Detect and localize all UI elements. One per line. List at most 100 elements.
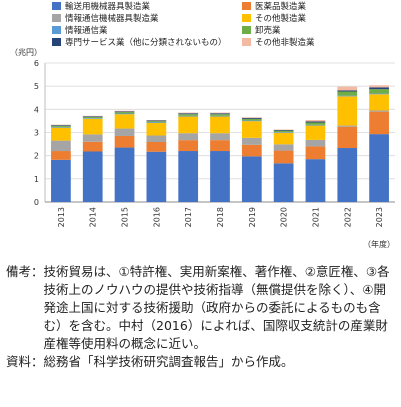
legend-label: 卸売業	[255, 26, 281, 36]
remarks-row: 備考： 技術貿易は、①特許権、実用新案権、著作権、②意匠権、③各技術上のノウハウ…	[6, 263, 398, 353]
legend-item: 情報通信業	[52, 26, 108, 37]
legend-swatch	[242, 2, 251, 10]
bar-segment	[114, 112, 135, 114]
bar-segment	[273, 130, 294, 133]
y-tick-label: 6	[34, 59, 39, 68]
y-tick-label: 3	[34, 129, 39, 138]
bar-segment	[82, 116, 103, 117]
bar-segment	[114, 111, 135, 113]
bar-segment	[82, 118, 103, 135]
bar-segment	[146, 135, 167, 142]
legend-label: 情報通信機械器具製造業	[65, 14, 159, 24]
bar-segment	[369, 134, 389, 202]
x-tick-label: 2013	[57, 207, 66, 227]
legend-swatch	[242, 38, 251, 46]
bar-segment	[273, 129, 294, 131]
bar-segment	[210, 133, 230, 141]
bar-segment	[178, 113, 199, 115]
bar-segment	[82, 151, 103, 202]
x-tick-label: 2016	[152, 207, 161, 227]
bar-segment	[241, 137, 262, 145]
bar-segment	[273, 150, 294, 164]
bar-segment	[305, 119, 326, 122]
bar-segment	[82, 134, 103, 142]
bar-segment	[51, 125, 71, 126]
bar-segment	[337, 148, 358, 202]
bar-segment	[114, 147, 135, 202]
source-label: 資料：	[6, 354, 44, 369]
bar-segment	[305, 122, 326, 125]
legend-label: 情報通信業	[65, 26, 108, 36]
bar-segment	[369, 94, 389, 111]
bar-segment	[114, 113, 135, 115]
bar-segment	[305, 124, 326, 126]
x-tick-label: 2014	[89, 207, 98, 227]
x-tick-label: 2022	[343, 207, 352, 227]
legend-label: その他非製造業	[255, 38, 315, 48]
legend-label: その他製造業	[255, 14, 307, 24]
bar-segment	[178, 140, 199, 152]
stacked-bar-chart: （兆円） 0 1 2 3 4 5 6 2013 2014 2015 2016 2017 2018 2019 2…	[10, 47, 395, 249]
bar-segment	[369, 110, 389, 112]
bar-segment	[241, 144, 262, 157]
bar-segment	[210, 112, 230, 114]
bar-segment	[114, 114, 135, 129]
bar-segment	[337, 91, 358, 96]
x-axis-unit-label: （年度）	[363, 239, 395, 249]
legend-swatch	[52, 38, 61, 46]
bar-segment	[51, 140, 71, 152]
legend-swatch	[52, 26, 61, 34]
bar-segment	[241, 118, 262, 121]
bar-segment	[146, 141, 167, 152]
bar-segment	[178, 114, 199, 116]
bar-segment	[51, 126, 71, 128]
bar-segment	[241, 121, 262, 138]
bar-segment	[337, 95, 358, 97]
bar-segment	[178, 151, 199, 202]
y-tick-label: 0	[34, 198, 39, 207]
y-tick-label: 4	[34, 105, 39, 114]
bar-segment	[146, 123, 167, 136]
bar-segment	[51, 159, 71, 202]
legend-item: その他製造業	[242, 14, 306, 25]
bar-segment	[82, 141, 103, 152]
bar-segment	[178, 116, 199, 134]
remarks-label: 備考：	[6, 264, 44, 279]
legend-item: 輸送用機械器具製造業	[52, 2, 150, 13]
remarks-text: 技術貿易は、①特許権、実用新案権、著作権、②意匠権、③各技術上のノウハウの提供や…	[43, 264, 390, 351]
bar-segment	[305, 121, 326, 123]
bar-segment	[114, 135, 135, 148]
bar-segment	[146, 120, 167, 122]
bar-segment	[146, 151, 167, 202]
y-tick-label: 1	[34, 175, 39, 184]
bar-segment	[337, 125, 358, 127]
bar-segment	[241, 117, 262, 118]
bar-segment	[273, 144, 294, 151]
bar-segment	[369, 87, 389, 90]
legend-swatch	[242, 26, 251, 34]
legend-label: 輸送用機械器具製造業	[65, 2, 151, 12]
x-tick-label: 2018	[216, 207, 225, 227]
bar-segment	[337, 96, 358, 126]
source-text: 総務省「科学技術研究調査報告」から作成。	[43, 354, 294, 369]
bar-segment	[210, 113, 230, 115]
legend-item: 医薬品製造業	[242, 2, 306, 13]
bar-segment	[178, 133, 199, 141]
x-tick-label: 2023	[375, 207, 384, 227]
bar-segment	[305, 139, 326, 147]
legend-item: その他非製造業	[242, 38, 315, 49]
bar-segment	[114, 110, 135, 112]
x-tick-label: 2017	[184, 207, 193, 227]
bar-segment	[337, 86, 358, 91]
bar-segment	[51, 127, 71, 141]
bar-segment	[305, 159, 326, 202]
bar-segment	[146, 121, 167, 123]
bar-segment	[114, 128, 135, 136]
bar-segment	[241, 117, 262, 119]
x-tick-label: 2020	[280, 207, 289, 227]
y-tick-label: 5	[34, 82, 39, 91]
bar-segment	[369, 111, 389, 135]
y-axis-unit-label: （兆円）	[10, 47, 42, 57]
legend-label: 医薬品製造業	[255, 2, 307, 12]
legend-swatch	[52, 14, 61, 22]
